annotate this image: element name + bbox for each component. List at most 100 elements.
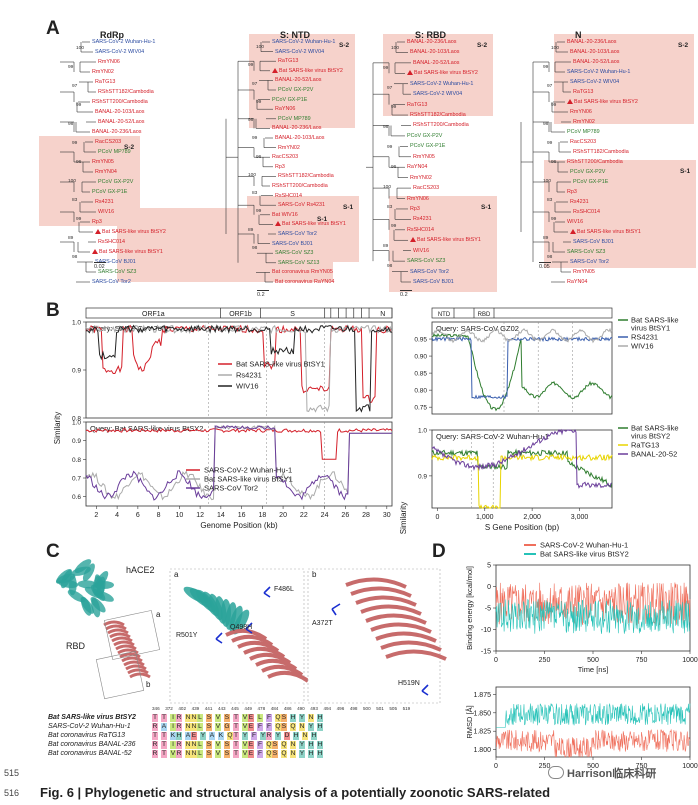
tree-tip-label: BANAL-20-236/Laos	[272, 125, 322, 132]
tree-tip: Bat SARS-like virus BtSY2	[407, 70, 478, 76]
scale-bar: 0.05	[539, 262, 551, 270]
residue-cell: I	[170, 722, 176, 731]
tree-tip: RShSTT200/Cambodia	[413, 122, 469, 128]
rbd-alignment: 346 372 402 439 441 443 445 449 478 484 486 490 493 4…	[48, 706, 416, 758]
tree-tip: RaYN06	[275, 106, 295, 112]
tree-tip-label: SARS-CoV BJ01	[573, 239, 614, 245]
helix	[82, 563, 95, 582]
tree-tip: BANAL-20-52/Laos	[413, 60, 459, 66]
tree-tip-label: SARS-CoV-2 WIV04	[413, 91, 463, 98]
bootstrap-value: 98	[72, 254, 78, 260]
bootstrap-value: 96	[76, 159, 82, 165]
x-tick-label: 750	[636, 763, 648, 770]
alignment-position: 490	[297, 706, 305, 711]
residue-cell: N	[185, 713, 191, 722]
alignment-position: 402	[178, 706, 187, 711]
residue-cell: A	[185, 731, 191, 740]
tree-tip-label: WIV16	[567, 219, 584, 225]
residue-cell: N	[290, 740, 296, 749]
figure-caption: Fig. 6 | Phylogenetic and structural ana…	[40, 785, 551, 800]
residue-cell: S	[206, 713, 212, 722]
panel-label-b: B	[46, 300, 60, 321]
scale-bar-label: 0.2	[257, 292, 265, 298]
residue-cell: T	[161, 713, 167, 722]
tree-tip: SARS-CoV-2 Wuhan-Hu-1	[567, 69, 630, 75]
plot-title: Query: SARS-CoV-2 Wuhan-Hu-1	[436, 432, 549, 441]
line-number: 516	[4, 788, 20, 798]
alignment-seq-name: Bat coronavirus BANAL-236	[48, 741, 136, 748]
mutation-label: F486L	[274, 586, 294, 593]
series-line	[496, 702, 691, 728]
residue-cell: R	[176, 740, 182, 749]
wechat-icon	[548, 766, 564, 779]
residue-cell: T	[161, 731, 167, 740]
tree-tip-label: SARS-CoV SZ13	[278, 259, 320, 266]
tree-tip-label: RShSTT182/Cambodia	[410, 112, 466, 119]
bootstrap-value: 96	[256, 154, 262, 160]
tree-tip: RacCS203	[272, 154, 298, 160]
beta-strand	[225, 628, 268, 641]
x-tick-label: 10	[175, 512, 183, 519]
beta-strand	[350, 586, 412, 598]
tree-tip: BANAL-20-103/Laos	[410, 49, 459, 55]
tree-tip-label: Rp3	[92, 219, 102, 225]
bat-virus-triangle-icon	[570, 229, 576, 234]
alignment-position: 500	[363, 706, 371, 711]
legend-label: Rs4231	[236, 371, 262, 380]
clade-label-s2: S-2	[477, 42, 488, 49]
tree-tip-label: RmYN02	[92, 69, 114, 75]
beta-strand	[385, 649, 447, 661]
plot-frame	[431, 321, 613, 415]
tree-tip-label: BANAL-20-52/Laos	[98, 119, 145, 125]
bootstrap-value: 100	[551, 45, 560, 51]
tree-tip-label: PCoV GX-P1E	[92, 189, 128, 195]
legend-label: SARS-CoV-2 Wuhan-Hu-1	[540, 541, 628, 550]
series-line	[431, 428, 613, 489]
tree-tip-label: Rp3	[275, 163, 285, 170]
beta-strand	[103, 620, 125, 627]
bootstrap-value: 100	[76, 45, 85, 51]
mutation-label: R501Y	[176, 632, 198, 639]
legend-label: SARS-CoV Tor2	[204, 484, 258, 493]
residue-cell: T	[152, 713, 158, 722]
alignment-seq-name: Bat SARS-like virus BtSY2	[48, 714, 136, 721]
tree-tip-label: Bat SARS-like virus BtSY1	[282, 221, 346, 228]
tree-tip: BANAL-20-236/Laos	[567, 39, 616, 45]
series-line	[431, 448, 613, 488]
scale-bar-label: 0.02	[94, 264, 105, 270]
series-line	[431, 453, 613, 510]
tree-tip-label: Bat SARS-like virus BtSY2	[414, 70, 478, 77]
tree-tip: RsSHC014	[573, 209, 600, 215]
tree-tip: BANAL-20-103/Laos	[275, 135, 324, 141]
bootstrap-value: 99	[551, 216, 557, 222]
tree-tip: PCoV MP789	[567, 129, 600, 135]
legend-label: RS4231	[631, 333, 658, 342]
y-tick-label: 1.800	[473, 747, 491, 754]
tree-tip-label: SARS-CoV BJ01	[413, 279, 454, 285]
residue-cell: Q	[290, 722, 296, 731]
residue-cell: N	[185, 722, 191, 731]
legend-label: SARS-CoV-2 Wuhan-Hu-1	[204, 466, 292, 475]
tree-tip: Rs4231	[413, 216, 432, 222]
x-tick-label: 250	[539, 657, 551, 664]
tree-tip: RmYN06	[98, 59, 120, 65]
tree-tip-label: RmYN05	[92, 159, 114, 165]
tree-tip-label: SARS-CoV Tor2	[278, 231, 317, 237]
bootstrap-value: 99	[252, 136, 258, 142]
tree-tip-label: SARS-CoV BJ01	[272, 240, 313, 247]
tree-tip: RShSTT182/Cambodia	[278, 173, 334, 179]
alignment-position: 443	[217, 706, 226, 711]
y-tick-label: -10	[481, 627, 491, 634]
tree-tip-label: SARS-CoV-2 WIV04	[570, 79, 620, 85]
tree-tip-label: RShSTT182/Cambodia	[278, 173, 334, 180]
tree-tip: SARS-CoV-2 WIV04	[95, 49, 144, 55]
residue-cell: V	[215, 722, 221, 731]
helix	[58, 579, 79, 588]
bootstrap-value: 97	[547, 83, 553, 89]
alignment-seq-name: Bat coronavirus RaTG13	[48, 732, 126, 739]
residue-cell: T	[161, 749, 167, 758]
tree-tip: RmYN05	[413, 154, 435, 160]
y-tick-label: 0.8	[72, 416, 81, 423]
residue-cell: L	[197, 713, 203, 722]
hace2-label: hACE2	[126, 565, 155, 575]
